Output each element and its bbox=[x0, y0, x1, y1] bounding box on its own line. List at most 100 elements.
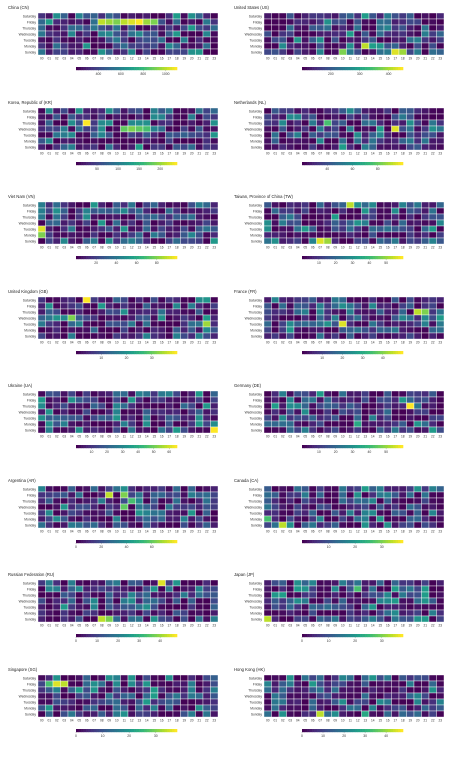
colorbar-segment bbox=[342, 445, 346, 449]
colorbar-segment bbox=[344, 728, 348, 732]
heatmap-cell bbox=[97, 408, 106, 416]
column-label: 09 bbox=[107, 529, 111, 533]
colorbar-segment bbox=[126, 445, 130, 449]
colorbar-segment bbox=[123, 728, 127, 732]
heatmap-cell bbox=[383, 585, 392, 593]
heatmap-cell bbox=[271, 36, 280, 44]
heatmap-cell bbox=[172, 143, 181, 150]
heatmap-cell bbox=[421, 686, 430, 693]
heatmap-cell bbox=[202, 107, 211, 114]
heatmap-cell bbox=[421, 408, 430, 416]
colorbar-segment bbox=[392, 350, 396, 354]
colorbar-segment bbox=[174, 634, 178, 638]
heatmap-cell bbox=[142, 119, 151, 126]
heatmap-cell bbox=[52, 237, 61, 245]
heatmap-cell bbox=[172, 491, 181, 498]
heatmap-cell bbox=[195, 704, 204, 711]
heatmap-cell bbox=[172, 302, 181, 309]
heatmap-cell bbox=[150, 414, 159, 422]
row-label: Thursday bbox=[22, 26, 36, 30]
heatmap-cell bbox=[361, 24, 370, 32]
heatmap-cell bbox=[368, 597, 377, 605]
heatmap-cell bbox=[308, 692, 317, 699]
heatmap-cell bbox=[150, 42, 159, 50]
heatmap-cell bbox=[112, 515, 121, 522]
heatmap-cell bbox=[75, 12, 84, 20]
heatmap-cell bbox=[278, 48, 287, 56]
heatmap-cell bbox=[120, 296, 129, 303]
heatmap-cell bbox=[331, 414, 340, 422]
heatmap-cell bbox=[105, 491, 114, 498]
heatmap-cell bbox=[187, 201, 196, 209]
heatmap-cell bbox=[157, 485, 166, 492]
row-label: Saturday bbox=[249, 392, 263, 396]
heatmap-cell bbox=[67, 402, 76, 410]
heatmap-cell bbox=[353, 485, 362, 492]
heatmap-cell bbox=[263, 515, 272, 522]
heatmap-cell bbox=[150, 615, 159, 623]
heatmap-cell bbox=[105, 107, 114, 114]
heatmap-cell bbox=[210, 597, 219, 605]
heatmap-cell bbox=[105, 686, 114, 693]
colorbar-segment bbox=[134, 445, 137, 449]
colorbar-segment bbox=[357, 161, 361, 165]
heatmap-cell bbox=[428, 12, 437, 20]
heatmap-cell bbox=[421, 710, 430, 717]
heatmap-cell bbox=[210, 497, 219, 504]
colorbar-segment bbox=[362, 634, 366, 638]
heatmap-cell bbox=[376, 18, 385, 26]
heatmap-cell bbox=[67, 704, 76, 711]
heatmap-cell bbox=[398, 591, 407, 599]
heatmap-cell bbox=[45, 692, 54, 699]
colorbar-segment bbox=[91, 445, 94, 449]
heatmap-cell bbox=[157, 396, 166, 404]
colorbar-segment bbox=[146, 350, 150, 354]
heatmap-cell bbox=[142, 302, 151, 309]
heatmap-cell bbox=[180, 48, 189, 56]
column-label: 20 bbox=[416, 340, 420, 344]
colorbar-segment bbox=[166, 161, 170, 165]
colorbar-segment bbox=[322, 161, 326, 165]
heatmap-cell bbox=[353, 119, 362, 126]
heatmap-cell bbox=[391, 107, 400, 114]
colorbar-segment bbox=[101, 67, 105, 71]
heatmap-cell bbox=[308, 213, 317, 221]
colorbar-segment bbox=[121, 445, 125, 449]
heatmap-cell bbox=[278, 24, 287, 32]
heatmap-cell bbox=[75, 296, 84, 303]
heatmap-cell bbox=[428, 402, 437, 410]
heatmap-cell bbox=[75, 119, 84, 126]
heatmap-cell bbox=[391, 201, 400, 209]
column-label: 12 bbox=[130, 151, 134, 155]
heatmap-cell bbox=[202, 24, 211, 32]
colorbar-segment bbox=[149, 350, 153, 354]
heatmap-cell bbox=[60, 509, 69, 516]
colorbar-segment bbox=[129, 67, 132, 71]
heatmap-cell bbox=[180, 143, 189, 150]
colorbar-segment bbox=[324, 350, 328, 354]
heatmap-cell bbox=[37, 420, 46, 428]
heatmap-cell bbox=[316, 603, 325, 611]
heatmap-cell bbox=[263, 36, 272, 44]
heatmap-cell bbox=[127, 18, 136, 26]
heatmap-cell bbox=[293, 414, 302, 422]
colorbar-segment bbox=[339, 539, 343, 543]
heatmap-cell bbox=[368, 24, 377, 32]
heatmap-cell bbox=[376, 579, 385, 587]
heatmap-cell bbox=[82, 509, 91, 516]
heatmap-cell bbox=[368, 213, 377, 221]
heatmap-cell bbox=[368, 408, 377, 416]
heatmap-cell bbox=[180, 704, 189, 711]
heatmap-cell bbox=[52, 680, 61, 687]
heatmap-cell bbox=[157, 24, 166, 32]
heatmap-cell bbox=[142, 698, 151, 705]
heatmap-cell bbox=[353, 107, 362, 114]
heatmap-cell bbox=[45, 426, 54, 434]
heatmap-cell bbox=[271, 137, 280, 144]
heatmap-cell bbox=[428, 615, 437, 623]
colorbar-segment bbox=[317, 161, 320, 165]
heatmap-cell bbox=[187, 125, 196, 132]
heatmap-cell bbox=[67, 30, 76, 38]
heatmap-cell bbox=[346, 426, 355, 434]
heatmap-cell bbox=[52, 320, 61, 327]
